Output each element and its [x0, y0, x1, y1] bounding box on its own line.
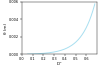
Y-axis label: θ (m): θ (m) [4, 23, 8, 34]
X-axis label: Dᴹ: Dᴹ [57, 62, 62, 66]
